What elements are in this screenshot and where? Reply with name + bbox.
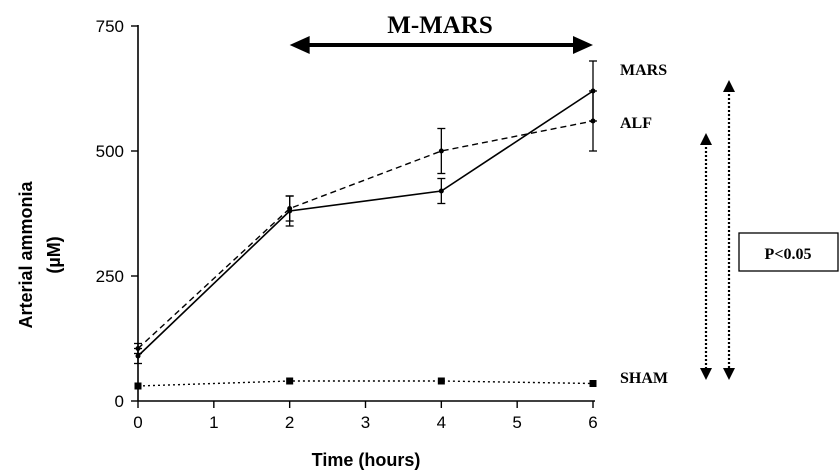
annotations: MARS ALF SHAM [289, 36, 839, 387]
x-axis-title: Time (hours) [312, 450, 421, 470]
data-point-alf [438, 148, 444, 154]
y-tick-label: 250 [96, 267, 124, 286]
data-point-alf [135, 346, 141, 351]
x-tick-label: 4 [437, 413, 446, 432]
data-point-alf [287, 206, 293, 211]
x-tick-label: 0 [133, 413, 142, 432]
x-tick-label: 2 [285, 413, 294, 432]
significance-box [738, 232, 839, 272]
data-point-alf [590, 118, 596, 124]
y-tick-label: 750 [96, 17, 124, 36]
series-line-mars [137, 90, 594, 357]
x-tick-label: 5 [512, 413, 521, 432]
x-tick-label: 3 [361, 413, 370, 432]
y-axis-title-line1: Arterial ammonia [16, 180, 36, 328]
series-line-alf [137, 120, 594, 350]
treatment-label: M-MARS [387, 12, 493, 39]
significance-arrow-alf-bottom-head [700, 368, 712, 380]
series-line-sham [137, 380, 594, 387]
data-point-sham [286, 377, 294, 385]
x-tick-label: 6 [588, 413, 597, 432]
series-label-alf: ALF [620, 115, 652, 132]
data-point-mars [135, 353, 141, 359]
series-layer [134, 60, 597, 390]
y-tick-label: 0 [115, 392, 124, 411]
y-axis-title-line2: (µM) [44, 236, 64, 273]
ticks: 0 1 2 3 4 5 6 0 250 500 750 [96, 17, 598, 432]
y-tick-label: 500 [96, 142, 124, 161]
significance-arrow-mars-top-head [723, 80, 735, 92]
data-point-mars [438, 188, 444, 194]
significance-arrow-mars-bottom-head [723, 368, 735, 380]
significance-arrow-alf-top-head [700, 133, 712, 145]
axes [137, 25, 595, 402]
data-point-sham [437, 377, 445, 385]
data-point-sham [589, 380, 597, 387]
treatment-arrow-left-head [289, 36, 310, 54]
treatment-arrow-right-head [573, 36, 593, 54]
data-point-sham [134, 382, 142, 390]
x-tick-label: 1 [209, 413, 218, 432]
series-label-sham: SHAM [620, 370, 668, 387]
significance-label: P<0.05 [765, 246, 812, 263]
series-label-mars: MARS [620, 62, 667, 79]
